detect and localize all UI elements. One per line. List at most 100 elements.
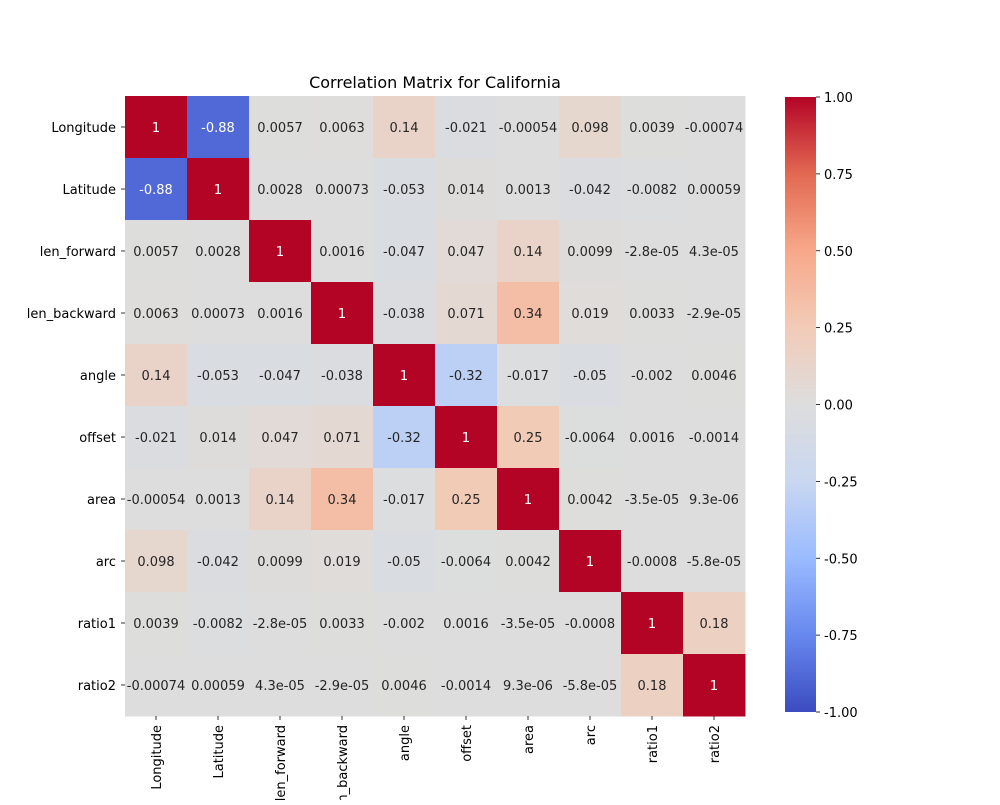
heatmap-cell [559, 406, 622, 469]
cell-annotation: 0.047 [261, 431, 298, 446]
heatmap-cell [559, 592, 622, 655]
heatmap-cell [187, 282, 250, 345]
heatmap-cell [683, 592, 746, 655]
heatmap-cell [497, 220, 560, 283]
cell-annotation: -0.002 [631, 369, 673, 384]
cell-annotation: -0.017 [383, 493, 425, 508]
cell-annotation: 0.0099 [257, 555, 303, 570]
heatmap-cell [249, 468, 312, 531]
y-tick-label: arc [96, 555, 116, 570]
cell-annotation: -0.0014 [689, 431, 739, 446]
cell-annotation: 0.0057 [133, 245, 179, 260]
cell-annotation: 9.3e-06 [503, 679, 553, 694]
cell-annotation: -0.00054 [127, 493, 185, 508]
cell-annotation: 1 [214, 183, 222, 198]
heatmap-cell [435, 530, 498, 593]
heatmap-cell [249, 158, 312, 221]
colorbar-tick-label: 1.00 [824, 91, 853, 106]
heatmap-cell [559, 96, 622, 159]
cell-annotation: -0.0082 [627, 183, 677, 198]
heatmap-cell [249, 530, 312, 593]
cell-annotation: -0.0064 [565, 431, 615, 446]
cell-annotation: -0.047 [259, 369, 301, 384]
heatmap-cell [559, 282, 622, 345]
heatmap-cell [621, 282, 684, 345]
heatmap-cell [435, 220, 498, 283]
cell-annotation: -0.017 [507, 369, 549, 384]
heatmap-cell [311, 282, 374, 345]
y-tick-label: Longitude [51, 121, 116, 136]
y-axis: Longitude Latitude len_forward len_backward… [27, 121, 125, 694]
cell-annotation: -0.0008 [627, 555, 677, 570]
cell-annotation: -0.053 [197, 369, 239, 384]
y-tick-label: area [87, 493, 116, 508]
cell-annotation: -0.0014 [441, 679, 491, 694]
heatmap-cell [435, 654, 498, 717]
colorbar-tick-label: 0.75 [824, 168, 853, 183]
cell-annotation: -0.021 [445, 121, 487, 136]
heatmap-cell [683, 158, 746, 221]
heatmap-cell [249, 654, 312, 717]
heatmap-cell [497, 468, 560, 531]
heatmap-cell [621, 468, 684, 531]
cell-annotation: -0.32 [449, 369, 483, 384]
cell-annotation: 1 [338, 307, 346, 322]
colorbar-gradient [785, 97, 816, 712]
heatmap-cell [621, 530, 684, 593]
heatmap-cell [373, 530, 436, 593]
heatmap-cell [125, 592, 188, 655]
colorbar-tick-label: 0.00 [824, 399, 853, 414]
heatmap-cell [311, 530, 374, 593]
heatmap-cell [125, 406, 188, 469]
heatmap-cell [125, 344, 188, 407]
heatmap-cell [683, 220, 746, 283]
heatmap-cell [497, 406, 560, 469]
heatmap-cell [187, 158, 250, 221]
cell-annotation: 0.019 [323, 555, 360, 570]
heatmap-cell [125, 654, 188, 717]
cell-annotation: 4.3e-05 [689, 245, 739, 260]
cell-annotation: -0.042 [197, 555, 239, 570]
heatmap-cell [497, 96, 560, 159]
cell-annotation: 0.14 [142, 369, 171, 384]
cell-annotation: 0.14 [266, 493, 295, 508]
heatmap-cell [621, 654, 684, 717]
heatmap-cell [435, 96, 498, 159]
cell-annotation: 0.0033 [319, 617, 365, 632]
cell-annotation: 0.0046 [691, 369, 737, 384]
cell-annotation: -2.9e-05 [687, 307, 742, 322]
heatmap-cell [187, 220, 250, 283]
heatmap-cell [373, 158, 436, 221]
cell-annotation: 0.0016 [629, 431, 675, 446]
heatmap-cell [311, 592, 374, 655]
heatmap-cell [311, 344, 374, 407]
heatmap-cell [683, 530, 746, 593]
y-tick-label: angle [80, 369, 116, 384]
heatmap-cell [621, 344, 684, 407]
cell-annotation: 1 [152, 121, 160, 136]
cell-annotation: 0.0046 [381, 679, 427, 694]
x-tick-label: offset [460, 725, 475, 762]
heatmap-cell [559, 344, 622, 407]
heatmap-cell [249, 220, 312, 283]
cell-annotation: -0.88 [201, 121, 235, 136]
y-tick-label: ratio2 [78, 679, 116, 694]
cell-annotation: 0.0013 [195, 493, 241, 508]
cell-annotation: 0.098 [137, 555, 174, 570]
heatmap-cell [373, 654, 436, 717]
heatmap-cell [373, 406, 436, 469]
colorbar-tick-label: -0.25 [824, 475, 858, 490]
heatmap-cell [249, 592, 312, 655]
heatmap-cell [683, 406, 746, 469]
cell-annotation: 0.0039 [629, 121, 675, 136]
heatmap-cell [559, 654, 622, 717]
heatmap-cell [435, 592, 498, 655]
cell-annotation: -3.5e-05 [625, 493, 680, 508]
cell-annotation: 0.00073 [191, 307, 245, 322]
heatmap-cell [621, 406, 684, 469]
y-tick-label: ratio1 [78, 617, 116, 632]
heatmap-cell [187, 406, 250, 469]
y-tick-label: offset [79, 431, 116, 446]
y-tick-label: len_backward [27, 307, 116, 322]
cell-annotation: 0.00059 [191, 679, 245, 694]
